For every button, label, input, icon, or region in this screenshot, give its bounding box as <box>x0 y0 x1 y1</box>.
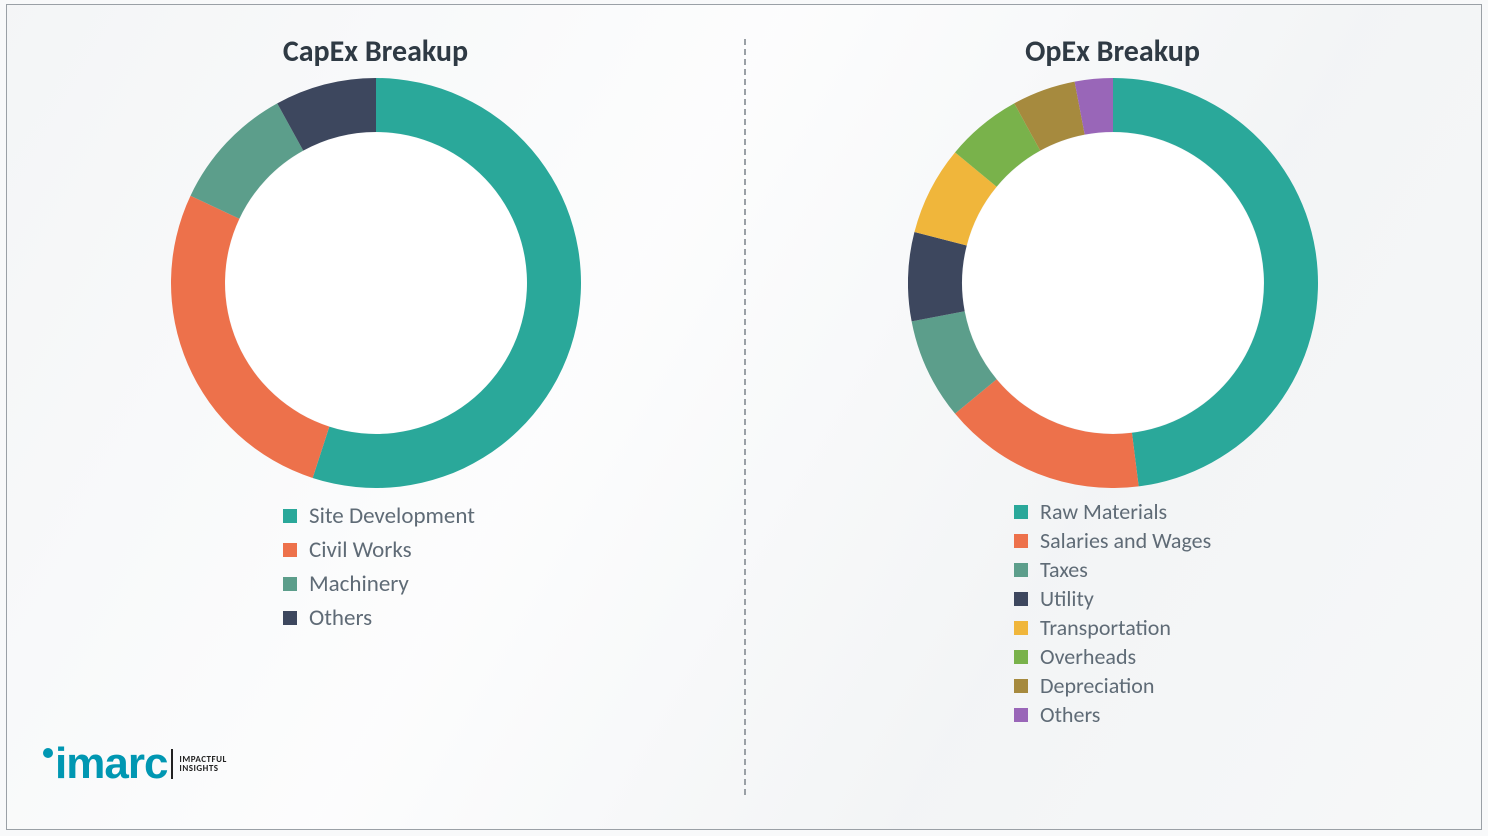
legend-swatch-icon <box>283 611 297 625</box>
donut-slice <box>908 232 967 321</box>
legend-label: Others <box>309 604 372 632</box>
legend-label: Salaries and Wages <box>1040 527 1211 554</box>
legend-item: Site Development <box>283 502 475 530</box>
legend-swatch-icon <box>1014 679 1028 693</box>
logo-separator-icon <box>171 749 173 779</box>
capex-donut <box>171 78 581 488</box>
donut-hole <box>225 133 526 434</box>
capex-legend: Site Development Civil Works Machinery Othe… <box>283 496 475 638</box>
legend-item: Overheads <box>1014 643 1211 670</box>
legend-item: Transportation <box>1014 614 1211 641</box>
legend-label: Overheads <box>1040 643 1136 670</box>
logo-dot-icon <box>43 748 53 758</box>
legend-swatch-icon <box>283 577 297 591</box>
opex-title: OpEx Breakup <box>1025 33 1200 70</box>
legend-swatch-icon <box>1014 592 1028 606</box>
legend-label: Taxes <box>1040 556 1088 583</box>
legend-item: Depreciation <box>1014 672 1211 699</box>
capex-panel: CapEx Breakup Site Development Civil Work… <box>7 5 744 829</box>
legend-item: Taxes <box>1014 556 1211 583</box>
legend-swatch-icon <box>1014 650 1028 664</box>
legend-label: Raw Materials <box>1040 498 1167 525</box>
panel-divider <box>744 39 746 795</box>
legend-swatch-icon <box>283 543 297 557</box>
legend-item: Salaries and Wages <box>1014 527 1211 554</box>
legend-swatch-icon <box>1014 621 1028 635</box>
donut-hole <box>962 133 1263 434</box>
legend-swatch-icon <box>1014 563 1028 577</box>
legend-swatch-icon <box>1014 505 1028 519</box>
opex-donut <box>908 78 1318 488</box>
capex-title: CapEx Breakup <box>283 33 468 70</box>
legend-item: Utility <box>1014 585 1211 612</box>
legend-label: Site Development <box>309 502 475 530</box>
chart-frame: CapEx Breakup Site Development Civil Work… <box>6 4 1482 830</box>
legend-item: Raw Materials <box>1014 498 1211 525</box>
legend-item: Civil Works <box>283 536 475 564</box>
legend-label: Machinery <box>309 570 409 598</box>
legend-item: Others <box>283 604 475 632</box>
legend-label: Utility <box>1040 585 1094 612</box>
logo-tagline: IMPACTFUL INSIGHTS <box>179 755 226 774</box>
legend-swatch-icon <box>1014 534 1028 548</box>
legend-swatch-icon <box>1014 708 1028 722</box>
opex-legend: Raw MaterialsSalaries and WagesTaxesUtil… <box>1014 496 1211 730</box>
logo-tagline-line2: INSIGHTS <box>179 763 218 774</box>
logo-wordmark: imarc <box>55 739 167 789</box>
legend-label: Others <box>1040 701 1100 728</box>
legend-swatch-icon <box>283 509 297 523</box>
opex-panel: OpEx Breakup Raw MaterialsSalaries and W… <box>744 5 1481 829</box>
legend-label: Transportation <box>1040 614 1171 641</box>
legend-item: Machinery <box>283 570 475 598</box>
legend-item: Others <box>1014 701 1211 728</box>
brand-logo: imarc IMPACTFUL INSIGHTS <box>43 739 227 789</box>
legend-label: Civil Works <box>309 536 412 564</box>
legend-label: Depreciation <box>1040 672 1154 699</box>
